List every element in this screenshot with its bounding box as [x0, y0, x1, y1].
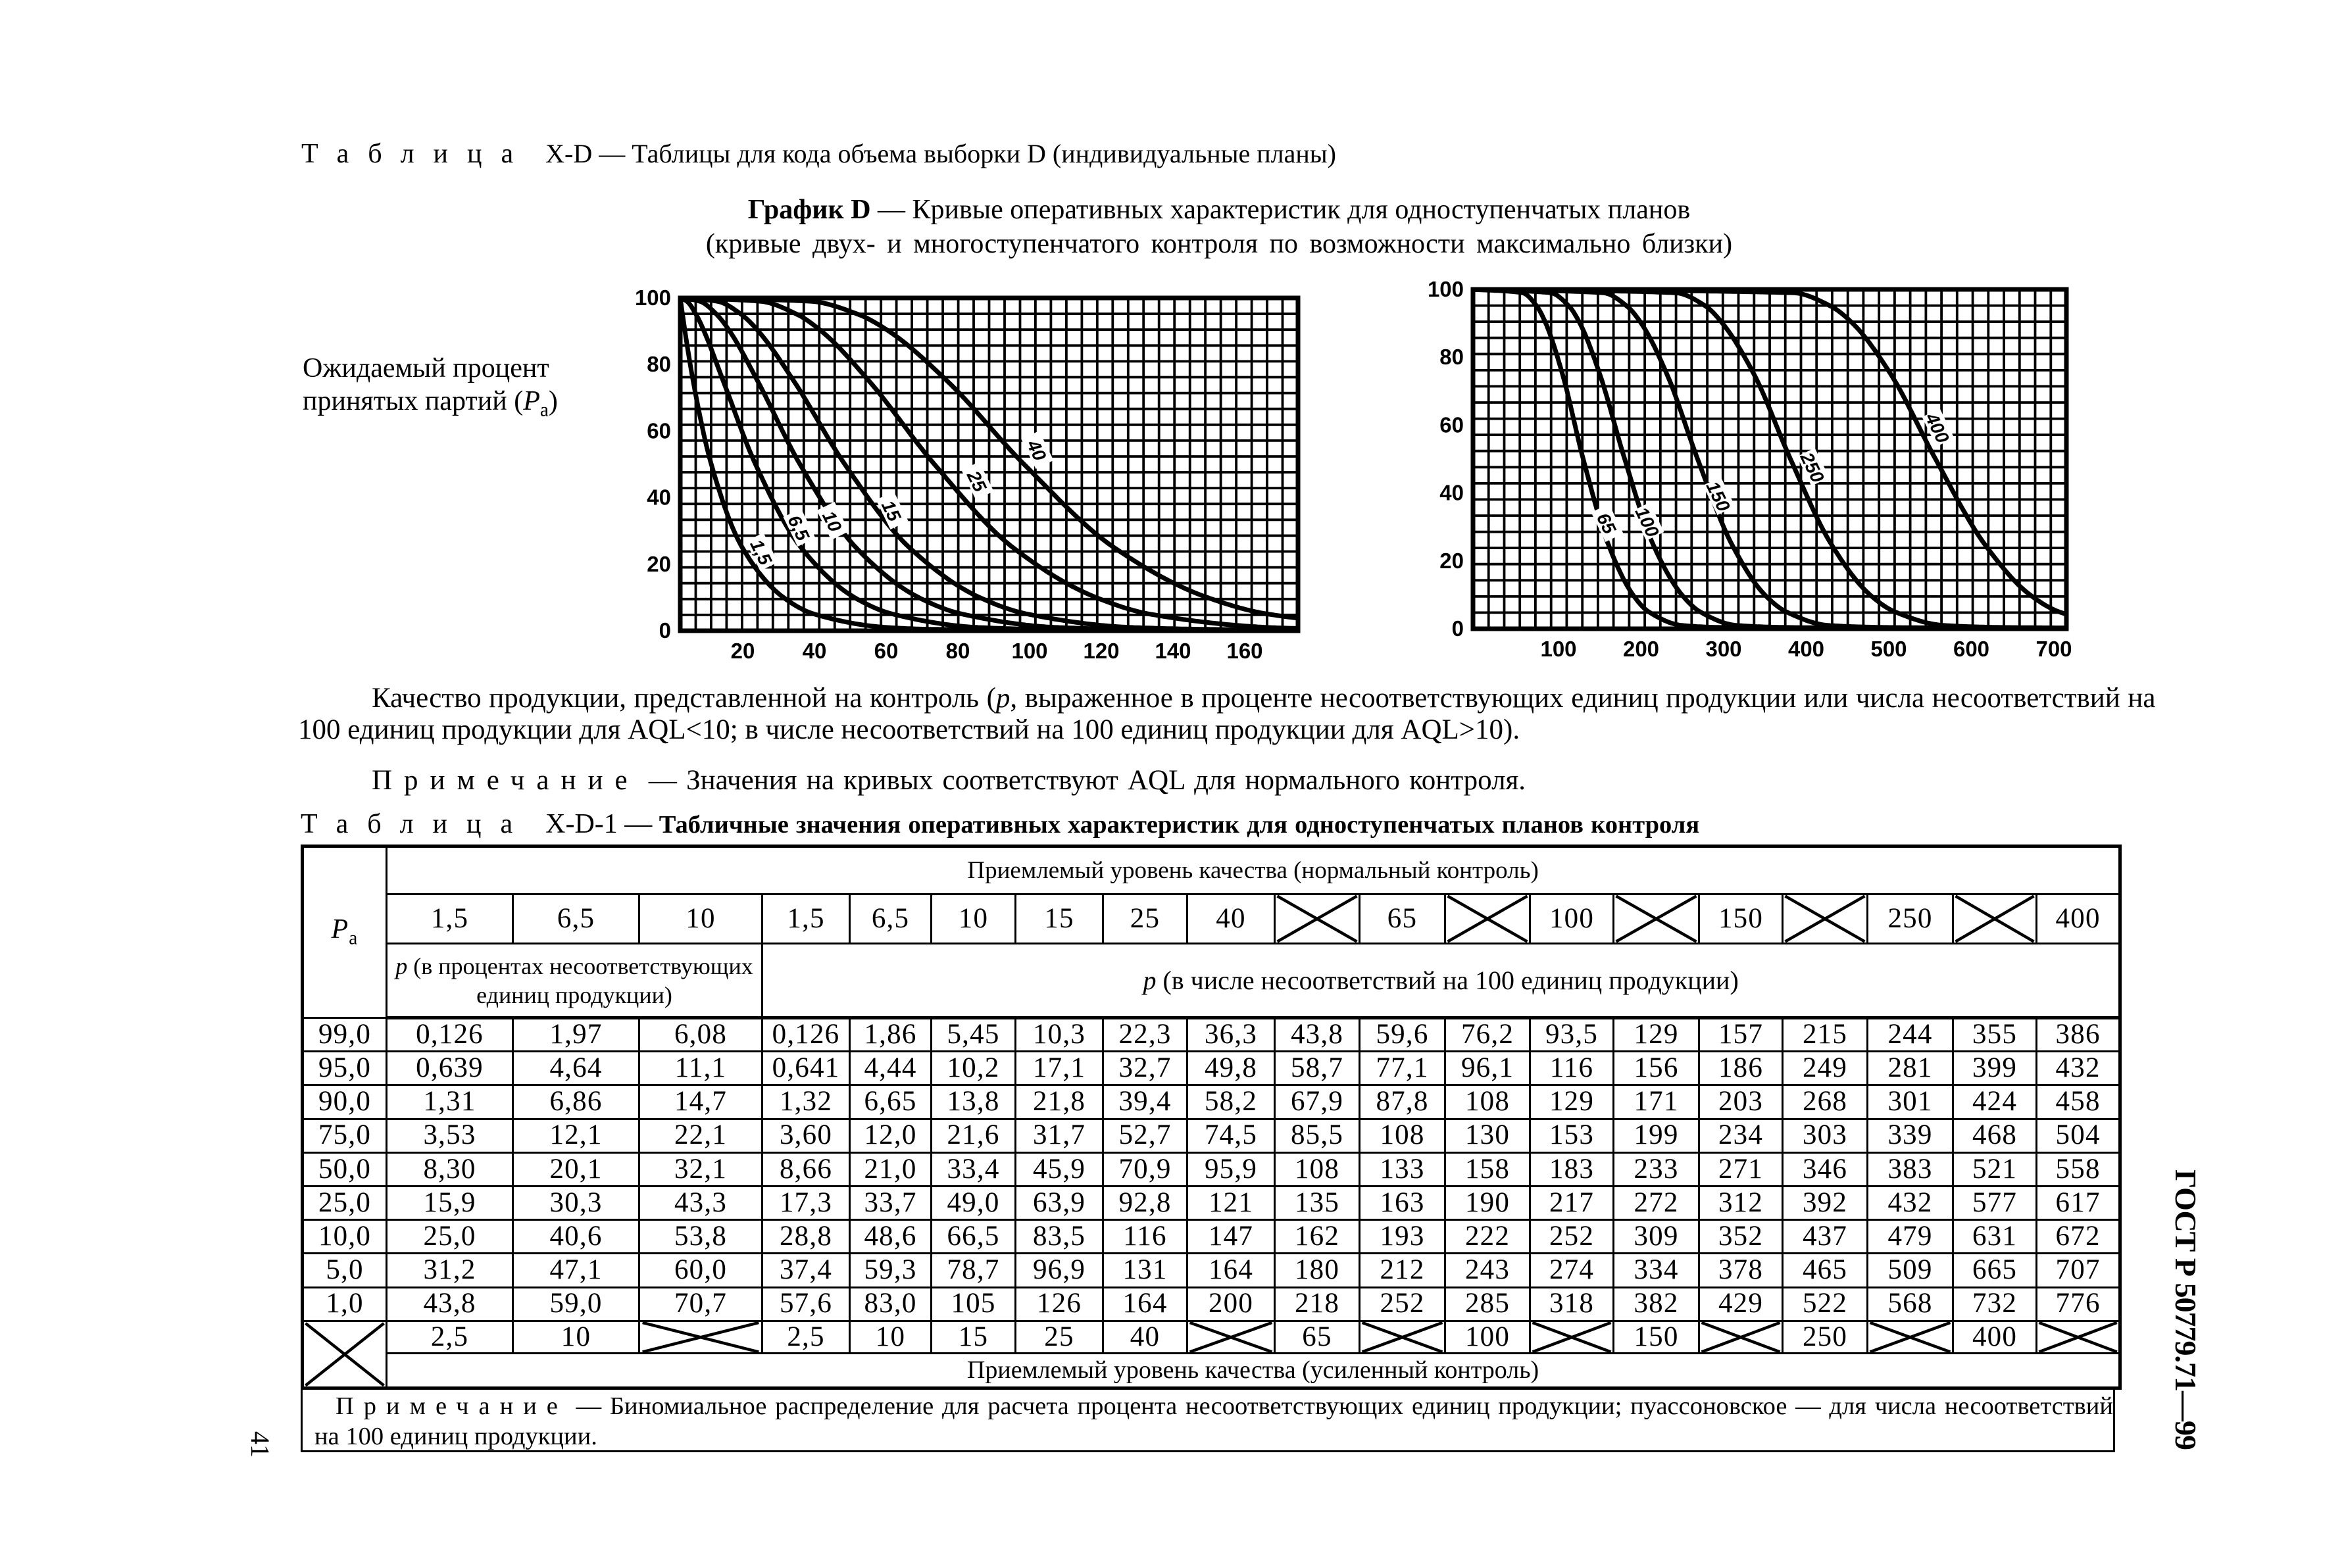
svg-text:80: 80: [1439, 345, 1464, 369]
svg-text:40: 40: [1439, 481, 1464, 505]
svg-text:160: 160: [1226, 639, 1262, 663]
svg-text:120: 120: [1083, 639, 1119, 663]
svg-text:700: 700: [2035, 637, 2072, 661]
svg-text:100: 100: [1011, 639, 1047, 663]
svg-text:20: 20: [647, 552, 671, 576]
svg-text:0: 0: [659, 618, 671, 643]
svg-text:100: 100: [1540, 637, 1576, 661]
svg-text:40: 40: [803, 639, 827, 663]
svg-text:60: 60: [874, 639, 899, 663]
svg-text:80: 80: [647, 352, 671, 376]
svg-text:200: 200: [1623, 637, 1659, 661]
svg-text:100: 100: [635, 285, 671, 310]
svg-text:0: 0: [1452, 616, 1464, 641]
svg-text:40: 40: [647, 485, 671, 510]
svg-text:400: 400: [1788, 637, 1824, 661]
svg-text:80: 80: [946, 639, 970, 663]
svg-text:20: 20: [731, 639, 755, 663]
svg-text:140: 140: [1155, 639, 1191, 663]
svg-text:300: 300: [1705, 637, 1741, 661]
svg-text:100: 100: [1428, 277, 1464, 301]
svg-text:20: 20: [1439, 549, 1464, 573]
svg-text:500: 500: [1870, 637, 1907, 661]
svg-text:60: 60: [1439, 412, 1464, 437]
svg-text:600: 600: [1953, 637, 1989, 661]
svg-text:60: 60: [647, 418, 671, 443]
